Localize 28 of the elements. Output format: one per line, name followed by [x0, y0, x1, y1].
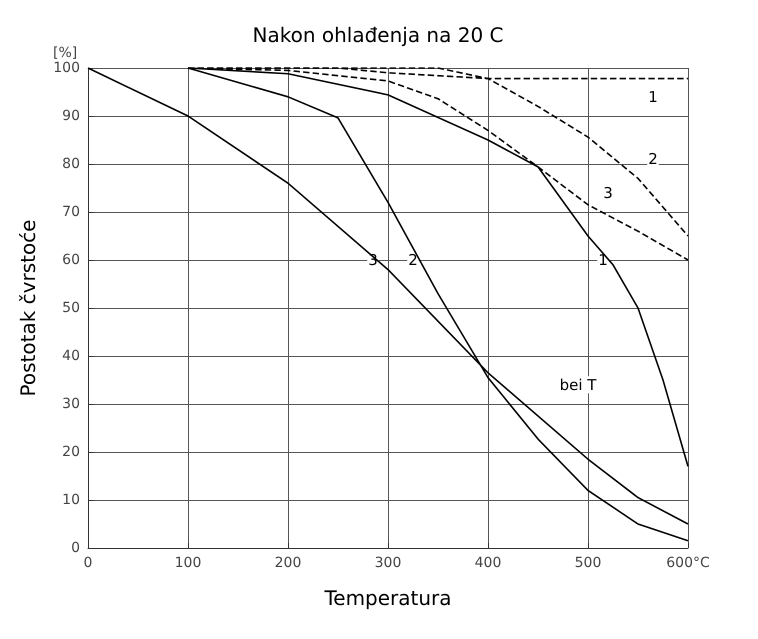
y-tick-label: 0: [71, 540, 80, 556]
y-tick-label: 40: [62, 348, 80, 364]
x-tick-label: 200: [274, 555, 302, 571]
y-tick-label: 50: [62, 300, 80, 316]
annotation: 2: [408, 251, 418, 269]
y-tick-label: 90: [62, 108, 80, 124]
x-tick-label: 400: [474, 555, 502, 571]
annotation: 1: [598, 251, 608, 269]
x-tick-label: 300: [374, 555, 402, 571]
y-tick-label: 70: [62, 204, 80, 220]
annotation: 2: [648, 150, 658, 168]
y-tick-label: 80: [62, 156, 80, 172]
x-tick-label: 100: [174, 555, 202, 571]
y-tick-label: 60: [62, 252, 80, 268]
chart-title: Nakon ohlađenja na 20 C: [252, 23, 504, 47]
y-tick-label: 20: [62, 444, 80, 460]
annotation: 1: [648, 88, 658, 106]
x-tick-label: 600°C: [666, 555, 710, 571]
y-tick-label: 10: [62, 492, 80, 508]
x-axis-title: Temperatura: [323, 586, 452, 610]
y-tick-label: 30: [62, 396, 80, 412]
y-tick-label: 100: [53, 60, 80, 76]
x-tick-label: 0: [84, 555, 92, 571]
annotation: bei T: [560, 376, 598, 394]
text: [%]: [53, 45, 78, 61]
y-axis-title: Postotak čvrstoće: [16, 220, 40, 396]
annotation: 3: [603, 184, 613, 202]
x-tick-label: 500: [574, 555, 602, 571]
